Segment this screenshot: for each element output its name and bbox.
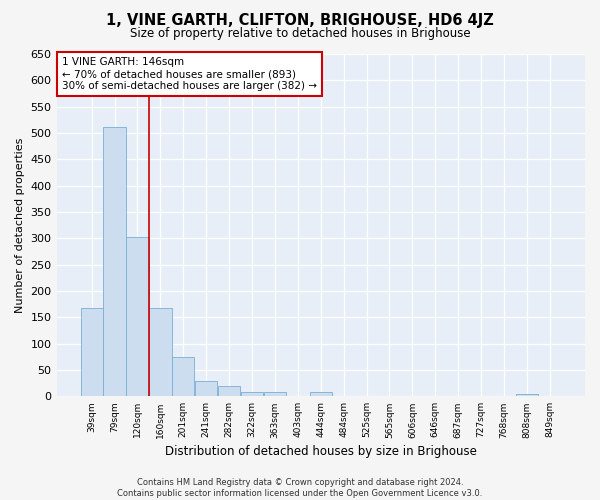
Text: 1 VINE GARTH: 146sqm
← 70% of detached houses are smaller (893)
30% of semi-deta: 1 VINE GARTH: 146sqm ← 70% of detached h… <box>62 58 317 90</box>
Y-axis label: Number of detached properties: Number of detached properties <box>15 138 25 313</box>
Text: Size of property relative to detached houses in Brighouse: Size of property relative to detached ho… <box>130 28 470 40</box>
Bar <box>310 392 332 396</box>
Bar <box>127 236 149 396</box>
Bar <box>264 392 286 396</box>
X-axis label: Distribution of detached houses by size in Brighouse: Distribution of detached houses by size … <box>165 444 477 458</box>
Bar <box>241 392 263 396</box>
Bar <box>172 357 194 397</box>
Bar <box>103 126 125 396</box>
Text: Contains HM Land Registry data © Crown copyright and database right 2024.
Contai: Contains HM Land Registry data © Crown c… <box>118 478 482 498</box>
Text: 1, VINE GARTH, CLIFTON, BRIGHOUSE, HD6 4JZ: 1, VINE GARTH, CLIFTON, BRIGHOUSE, HD6 4… <box>106 12 494 28</box>
Bar <box>218 386 240 396</box>
Bar <box>195 380 217 396</box>
Bar <box>80 308 103 396</box>
Bar <box>149 308 172 396</box>
Bar <box>516 394 538 396</box>
